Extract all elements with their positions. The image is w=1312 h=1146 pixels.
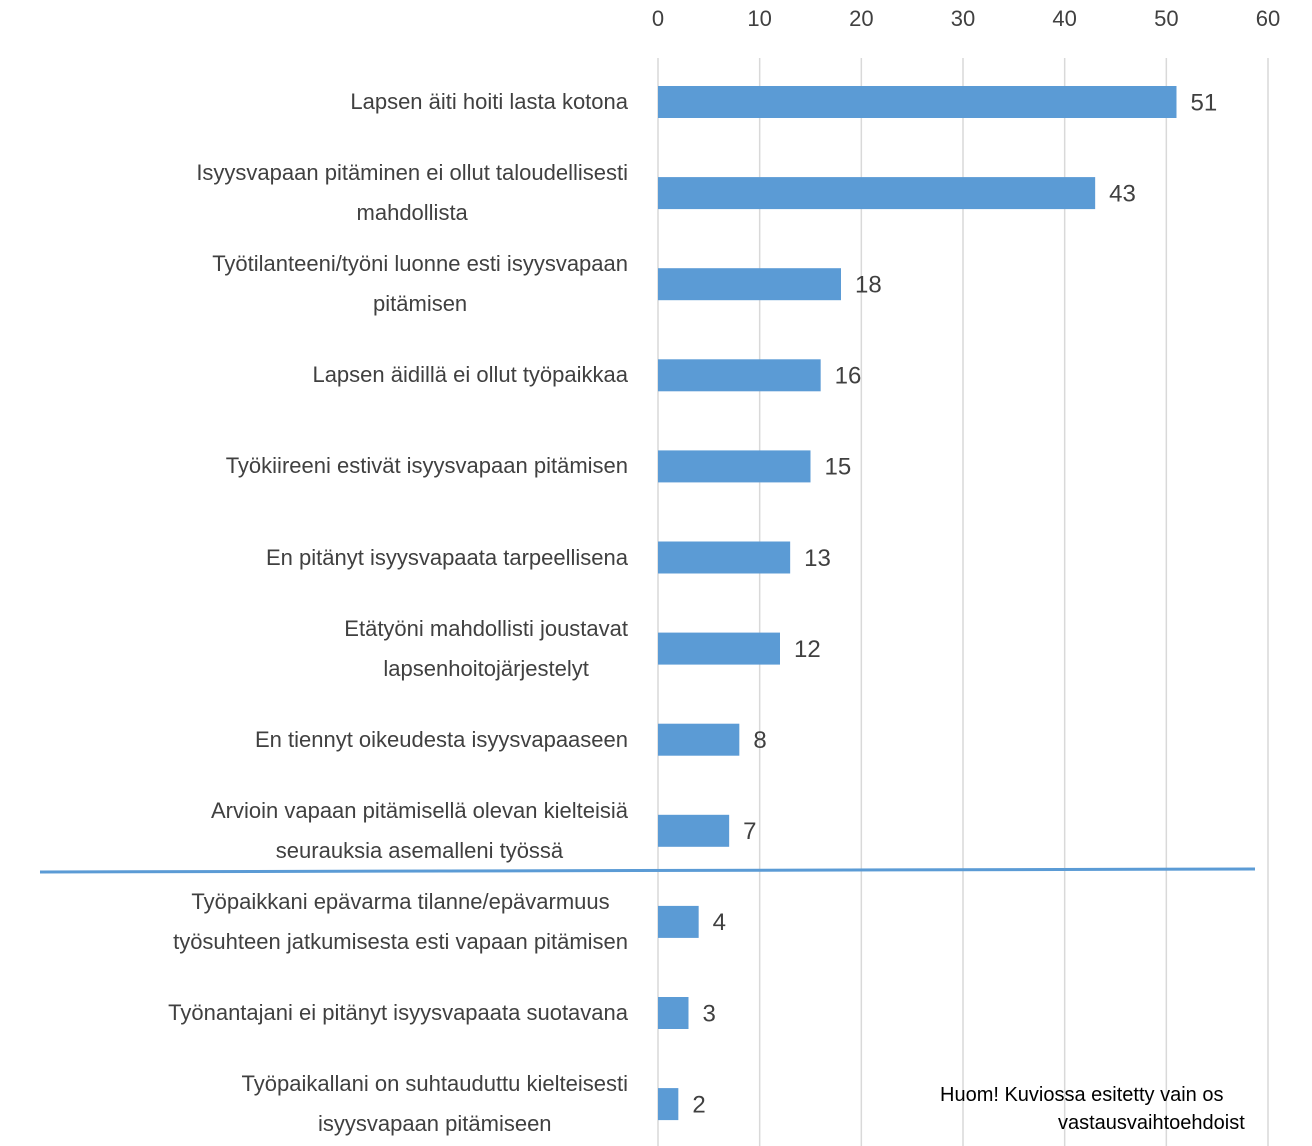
bar xyxy=(658,268,841,301)
category-label-box: Etätyöni mahdollisti joustavat lapsenhoi… xyxy=(0,609,628,689)
x-tick-label: 40 xyxy=(1052,6,1076,31)
value-label: 16 xyxy=(835,363,862,390)
value-label: 12 xyxy=(794,636,821,663)
x-tick-label: 30 xyxy=(951,6,975,31)
category-label-box: Isyysvapaan pitäminen ei ollut taloudell… xyxy=(0,153,628,233)
y-tick-label: Työpaikallani on suhtauduttu kielteisest… xyxy=(241,1071,628,1137)
value-label: 18 xyxy=(855,272,882,299)
y-tick-label: En tiennyt oikeudesta isyysvapaaseen xyxy=(254,726,628,752)
value-label: 51 xyxy=(1191,89,1218,116)
bar xyxy=(658,814,730,847)
annotation: Huom! Kuviossa esitetty vain os xyxy=(940,1084,1224,1106)
value-label: 15 xyxy=(825,454,852,481)
x-tick-label: 0 xyxy=(652,6,664,31)
category-label-box: En pitänyt isyysvapaata tarpeellisena xyxy=(0,538,628,578)
bar xyxy=(658,359,821,392)
bar xyxy=(658,997,689,1029)
value-label: 7 xyxy=(743,818,756,845)
y-tick-label: Työnantajani ei pitänyt isyysvapaata suo… xyxy=(168,1000,628,1025)
value-label: 3 xyxy=(703,1000,716,1027)
bar xyxy=(658,86,1177,118)
category-label-box: Arvioin vapaan pitämisellä olevan kielte… xyxy=(0,791,628,871)
divider-line xyxy=(39,867,1256,874)
bar xyxy=(658,450,811,483)
y-tick-label: En pitänyt isyysvapaata tarpeellisena xyxy=(266,544,628,570)
value-label: 4 xyxy=(713,909,726,936)
y-tick-label: Työpaikkani epävarma tilanne/epävarmuus … xyxy=(173,888,628,954)
bar xyxy=(658,177,1096,210)
category-label-box: Työpaikallani on suhtauduttu kielteisest… xyxy=(0,1064,628,1144)
category-label-box: Työkiireeni estivät isyysvapaan pitämise… xyxy=(0,446,628,486)
bar xyxy=(658,723,740,756)
y-tick-label: Lapsen äiti hoiti lasta kotona xyxy=(350,89,628,114)
y-tick-label: Isyysvapaan pitäminen ei ollut taloudell… xyxy=(196,160,628,226)
y-tick-label: Työtilanteeni/työni luonne esti isyysvap… xyxy=(212,251,628,317)
x-tick-label: 20 xyxy=(849,6,873,31)
x-tick-label: 10 xyxy=(747,6,771,31)
y-tick-label: Arvioin vapaan pitämisellä olevan kielte… xyxy=(210,797,628,863)
bar xyxy=(658,541,791,574)
value-label: 43 xyxy=(1109,180,1136,207)
y-tick-label: Etätyöni mahdollisti joustavat lapsenhoi… xyxy=(344,615,628,681)
category-label-box: En tiennyt oikeudesta isyysvapaaseen xyxy=(0,720,628,760)
bar xyxy=(658,632,780,665)
category-label-box: Lapsen äidillä ei ollut työpaikkaa xyxy=(0,355,628,395)
value-label: 2 xyxy=(692,1091,705,1118)
bar xyxy=(658,905,699,938)
x-tick-label: 60 xyxy=(1256,6,1280,31)
category-label-box: Työtilanteeni/työni luonne esti isyysvap… xyxy=(0,244,628,324)
x-tick-label: 50 xyxy=(1154,6,1178,31)
category-label-box: Työpaikkani epävarma tilanne/epävarmuus … xyxy=(0,882,628,962)
bar xyxy=(658,1088,679,1121)
category-label-box: Lapsen äiti hoiti lasta kotona xyxy=(0,82,628,122)
category-label-box: Työnantajani ei pitänyt isyysvapaata suo… xyxy=(0,993,628,1033)
annotation: vastausvaihtoehdoist xyxy=(1058,1112,1245,1134)
y-tick-label: Työkiireeni estivät isyysvapaan pitämise… xyxy=(225,453,628,479)
value-label: 13 xyxy=(804,545,831,572)
value-label: 8 xyxy=(753,727,766,754)
y-tick-label: Lapsen äidillä ei ollut työpaikkaa xyxy=(312,362,628,388)
